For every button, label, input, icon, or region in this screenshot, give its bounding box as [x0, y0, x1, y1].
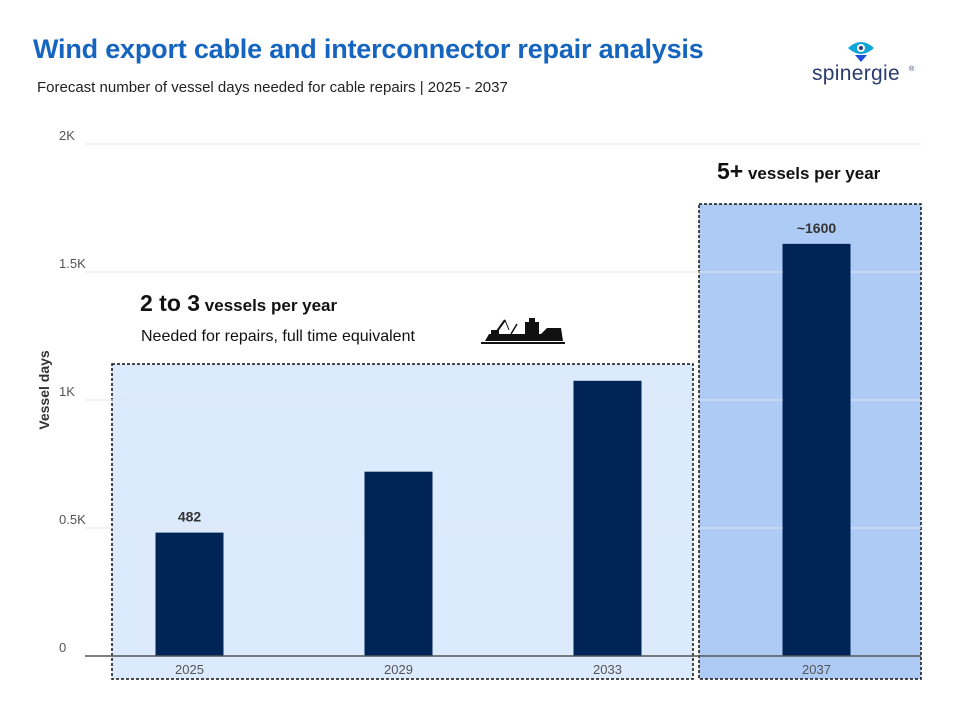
- chart-subtitle: Forecast number of vessel days needed fo…: [37, 79, 508, 96]
- bar-2033: [573, 380, 642, 656]
- x-tick-label: 2025: [175, 662, 204, 677]
- group2-annotation: 5+ vessels per year: [717, 158, 880, 185]
- logo-registered-mark: ®: [909, 66, 915, 73]
- vessel-icon: [481, 318, 565, 344]
- group2-number: 5+: [717, 158, 744, 184]
- group2-text: vessels per year: [743, 164, 881, 183]
- bar-2025: [155, 532, 224, 656]
- logo-mark-icon: [848, 42, 874, 62]
- y-axis-label: Vessel days: [36, 350, 52, 430]
- logo-text: spinergie: [812, 62, 900, 85]
- group1-subtext: Needed for repairs, full time equivalent: [141, 328, 415, 345]
- data-label-2037: ~1600: [797, 220, 837, 236]
- group1-annotation: 2 to 3 vessels per year: [140, 290, 337, 317]
- y-tick-label: 0.5K: [59, 512, 86, 527]
- x-tick-label: 2033: [593, 662, 622, 677]
- y-tick-label: 1.5K: [59, 256, 86, 271]
- x-tick-label: 2029: [384, 662, 413, 677]
- x-tick-label: 2037: [802, 662, 831, 677]
- spinergie-logo: spinergie ®: [812, 38, 915, 88]
- group1-number: 2 to 3: [140, 290, 201, 316]
- y-tick-label: 0: [59, 640, 66, 655]
- bar-2029: [364, 471, 433, 656]
- bar-2037: [782, 243, 851, 656]
- chart-title: Wind export cable and interconnector rep…: [33, 34, 704, 64]
- y-tick-label: 2K: [59, 128, 75, 143]
- data-label-2025: 482: [178, 509, 202, 525]
- group1-text: vessels per year: [200, 296, 338, 315]
- y-tick-label: 1K: [59, 384, 75, 399]
